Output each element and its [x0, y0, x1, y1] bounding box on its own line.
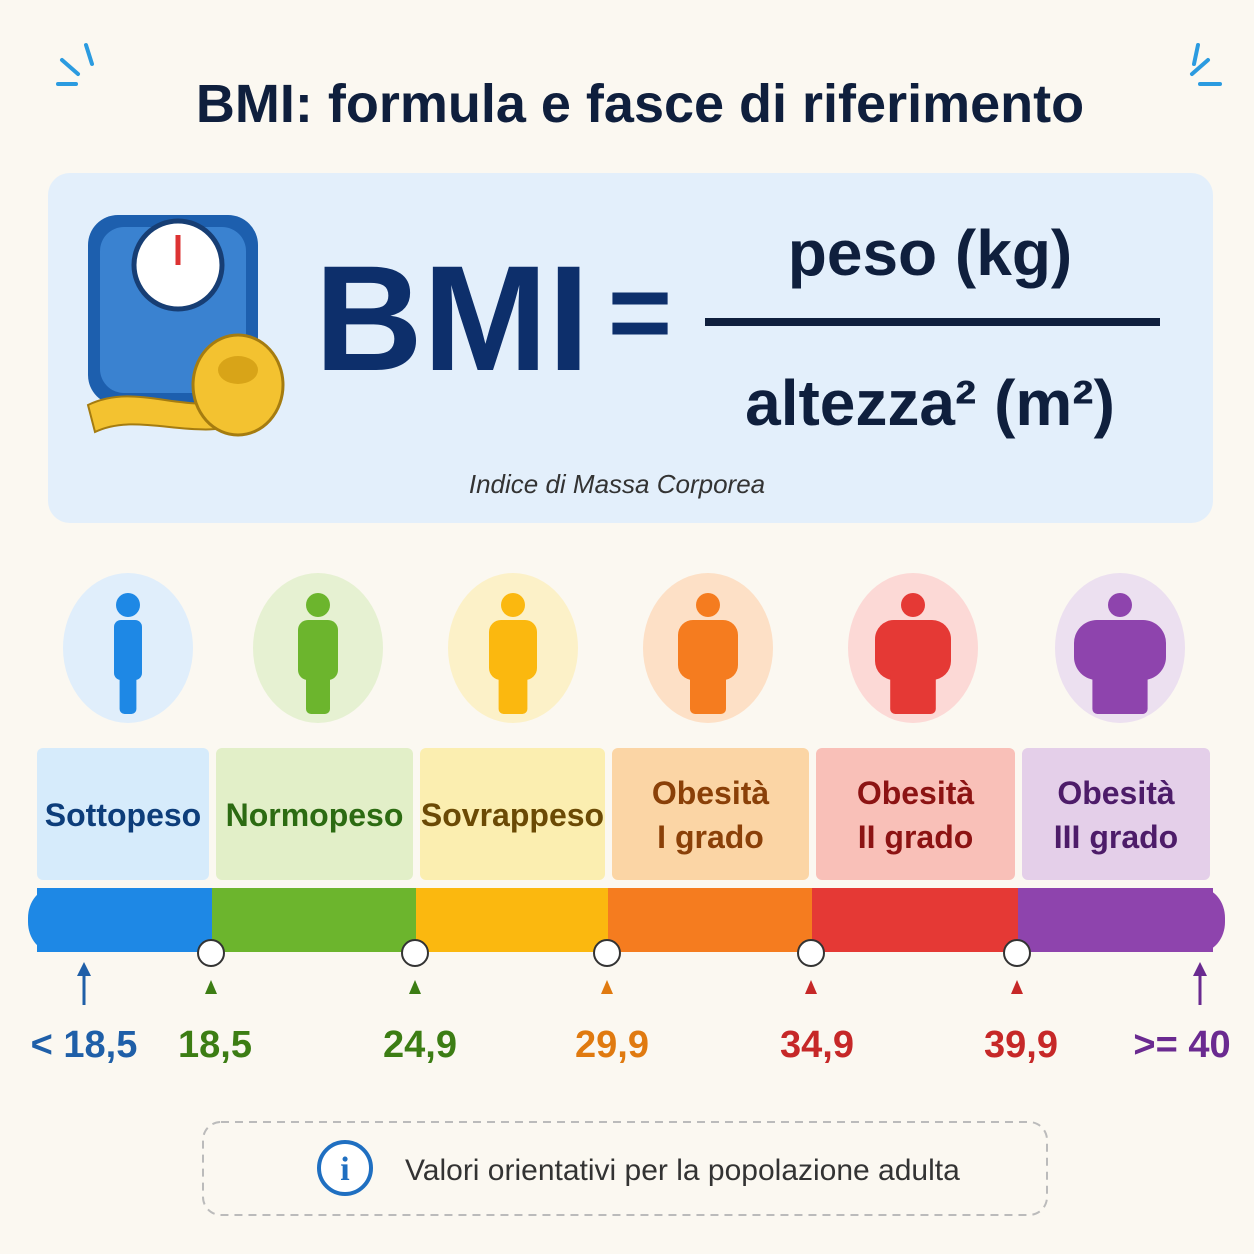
figure-legs	[690, 670, 726, 714]
figure-legs	[119, 670, 137, 714]
formula-panel	[48, 173, 1213, 523]
categories: Sottopeso Normopeso Sovrappeso Obesità I gra…	[28, 573, 1231, 1066]
figure-head	[116, 593, 140, 617]
figure-head	[501, 593, 525, 617]
boundary-arrow	[601, 980, 613, 994]
category-bar	[416, 888, 608, 952]
category-label: Sottopeso	[45, 797, 201, 833]
info-icon-glyph: i	[340, 1151, 349, 1188]
category-box	[37, 748, 209, 880]
category-label: Normopeso	[226, 797, 404, 833]
title: BMI: formula e fasce di riferimento	[196, 74, 1084, 134]
boundary-arrow	[805, 980, 817, 994]
category-box	[216, 748, 413, 880]
figure-legs	[1092, 670, 1148, 714]
boundary-marker	[1003, 939, 1031, 967]
boundary-marker	[401, 939, 429, 967]
info-icon	[317, 1140, 373, 1196]
end-arrow-head	[1193, 962, 1207, 976]
category-label: III grado	[1054, 819, 1178, 855]
figure-body	[298, 620, 338, 680]
threshold-label: 34,9	[780, 1024, 854, 1066]
boundary-arrow	[205, 980, 217, 994]
boundary-marker	[797, 939, 825, 967]
formula-operator: =	[608, 251, 672, 374]
figure-body	[114, 620, 142, 680]
scale-icon	[86, 215, 285, 437]
figure-head	[696, 593, 720, 617]
figure-body	[489, 620, 537, 680]
boundary-marker	[593, 939, 621, 967]
category-box	[420, 748, 605, 880]
formula-caption: Indice di Massa Corporea	[469, 469, 765, 499]
boundary-arrow	[409, 980, 421, 994]
bar-cap-right	[1175, 888, 1225, 952]
figure-head	[1108, 593, 1132, 617]
figure-legs	[498, 670, 528, 714]
category-label: Obesità	[652, 775, 770, 811]
threshold-label: 39,9	[984, 1024, 1058, 1066]
category-bar	[608, 888, 812, 952]
category-label: I grado	[657, 819, 764, 855]
figure-head	[901, 593, 925, 617]
threshold-label: 24,9	[383, 1024, 457, 1066]
category-box	[1022, 748, 1210, 880]
fraction-line	[705, 318, 1160, 326]
category-label: Obesità	[857, 775, 975, 811]
category-label: Sovrappeso	[421, 797, 604, 833]
figure-legs	[306, 670, 330, 714]
category-bar	[812, 888, 1018, 952]
note: Valori orientativi per la popolazione ad…	[405, 1154, 960, 1187]
threshold-label: >= 40	[1133, 1024, 1230, 1066]
category-box	[816, 748, 1015, 880]
figure-head	[306, 593, 330, 617]
formula-lhs: BMI	[315, 234, 590, 402]
category-box	[612, 748, 809, 880]
figure-body	[1074, 620, 1166, 680]
threshold-label: < 18,5	[31, 1024, 138, 1066]
formula-denominator: altezza² (m²)	[745, 367, 1115, 439]
end-arrow-head	[77, 962, 91, 976]
boundary-marker	[197, 939, 225, 967]
formula-numerator: peso (kg)	[788, 217, 1072, 289]
category-label: Obesità	[1057, 775, 1175, 811]
threshold-label: 18,5	[178, 1024, 252, 1066]
title-sparks	[56, 43, 1222, 86]
figure-legs	[890, 670, 936, 714]
figure-body	[875, 620, 951, 680]
category-label: II grado	[858, 819, 974, 855]
boundary-arrow	[1011, 980, 1023, 994]
figure-body	[678, 620, 738, 680]
category-bar	[212, 888, 416, 952]
note-box	[202, 1121, 1048, 1216]
threshold-label: 29,9	[575, 1024, 649, 1066]
bar-cap-left	[28, 888, 78, 952]
